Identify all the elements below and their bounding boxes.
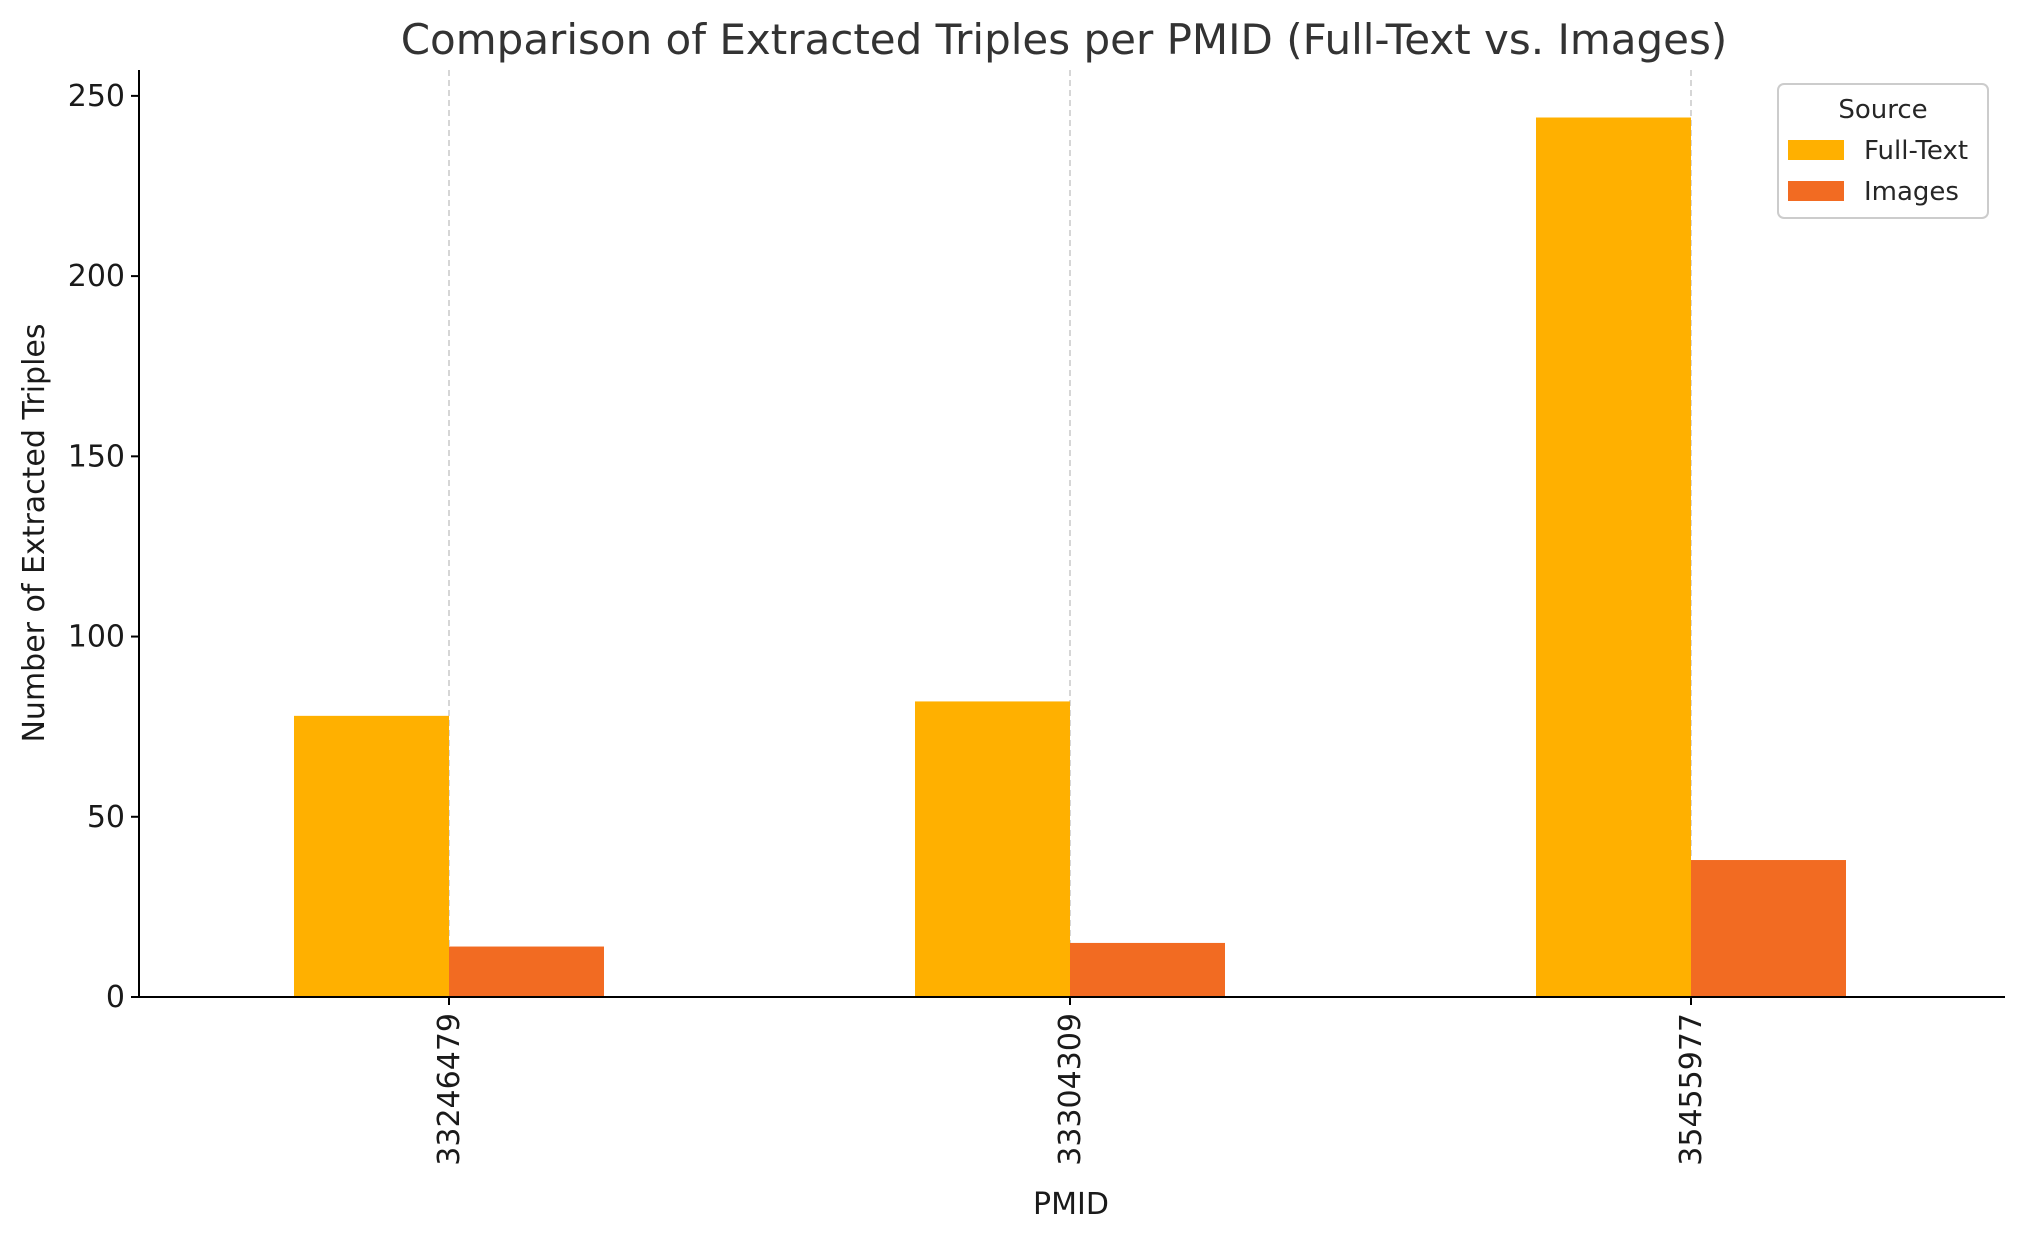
bar-full-text-35455977	[1536, 117, 1691, 997]
y-axis-label: Number of Extracted Triples	[17, 323, 52, 742]
y-tick-label-100: 100	[68, 620, 125, 655]
bar-full-text-33304309	[915, 701, 1070, 997]
x-tick-label-33246479: 33246479	[432, 1013, 467, 1166]
legend-title: Source	[1838, 95, 1927, 125]
y-tick-label-200: 200	[68, 259, 125, 294]
legend-swatch-images	[1788, 181, 1844, 201]
x-tick-label-33304309: 33304309	[1053, 1013, 1088, 1166]
y-tick-label-150: 150	[68, 439, 125, 474]
legend: Source Full-Text Images	[1777, 83, 1989, 219]
bar-images-33246479	[449, 946, 604, 997]
legend-swatch-full-text	[1788, 140, 1844, 160]
bar-full-text-33246479	[294, 715, 449, 997]
bar-images-33304309	[1070, 942, 1225, 997]
y-tick-label-250: 250	[68, 79, 125, 114]
y-tick-label-0: 0	[106, 980, 125, 1015]
x-axis-ticks: 33246479 33304309 35455977	[432, 997, 1709, 1166]
y-axis-ticks: 0 50 100 150 200 250	[68, 79, 139, 1015]
legend-label-images: Images	[1864, 177, 1959, 207]
y-tick-label-50: 50	[87, 800, 125, 835]
x-tick-label-35455977: 35455977	[1674, 1013, 1709, 1166]
bars	[294, 117, 1846, 997]
chart-title: Comparison of Extracted Triples per PMID…	[401, 15, 1728, 64]
x-axis-label: PMID	[1033, 1187, 1109, 1222]
legend-label-full-text: Full-Text	[1864, 136, 1968, 166]
bar-images-35455977	[1691, 860, 1846, 997]
